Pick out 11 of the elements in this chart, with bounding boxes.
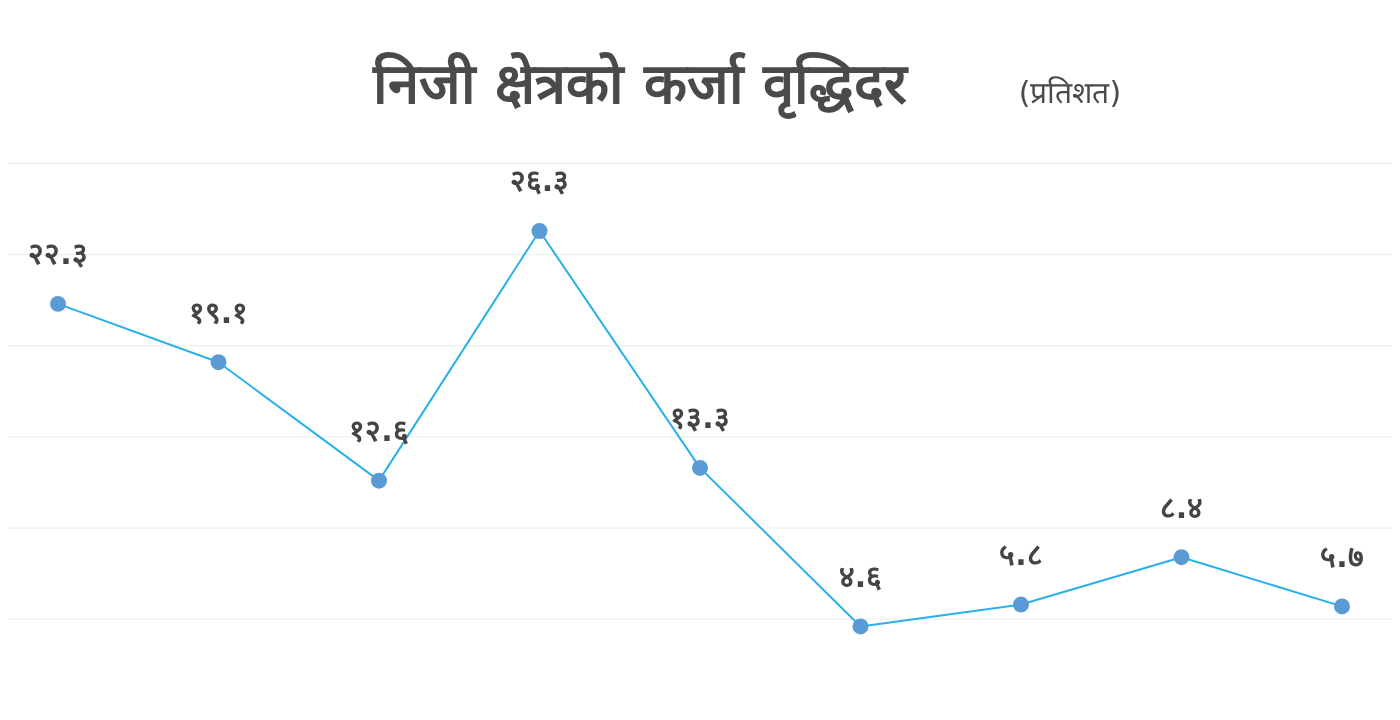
data-label: १३.३ [670, 400, 730, 436]
data-label: २६.३ [509, 163, 570, 199]
data-label: १९.१ [188, 294, 249, 330]
data-label: १२.६ [349, 413, 409, 449]
data-label: ५.८ [999, 537, 1043, 573]
data-label: ८.४ [1159, 489, 1204, 525]
data-label: ५.७ [1320, 538, 1364, 574]
data-label: २२.३ [28, 236, 88, 272]
data-label: ४.६ [838, 558, 883, 594]
chart-title: निजी क्षेत्रको कर्जा वृद्धिदर [371, 51, 910, 119]
chart-subtitle: (प्रतिशत) [1018, 75, 1122, 110]
